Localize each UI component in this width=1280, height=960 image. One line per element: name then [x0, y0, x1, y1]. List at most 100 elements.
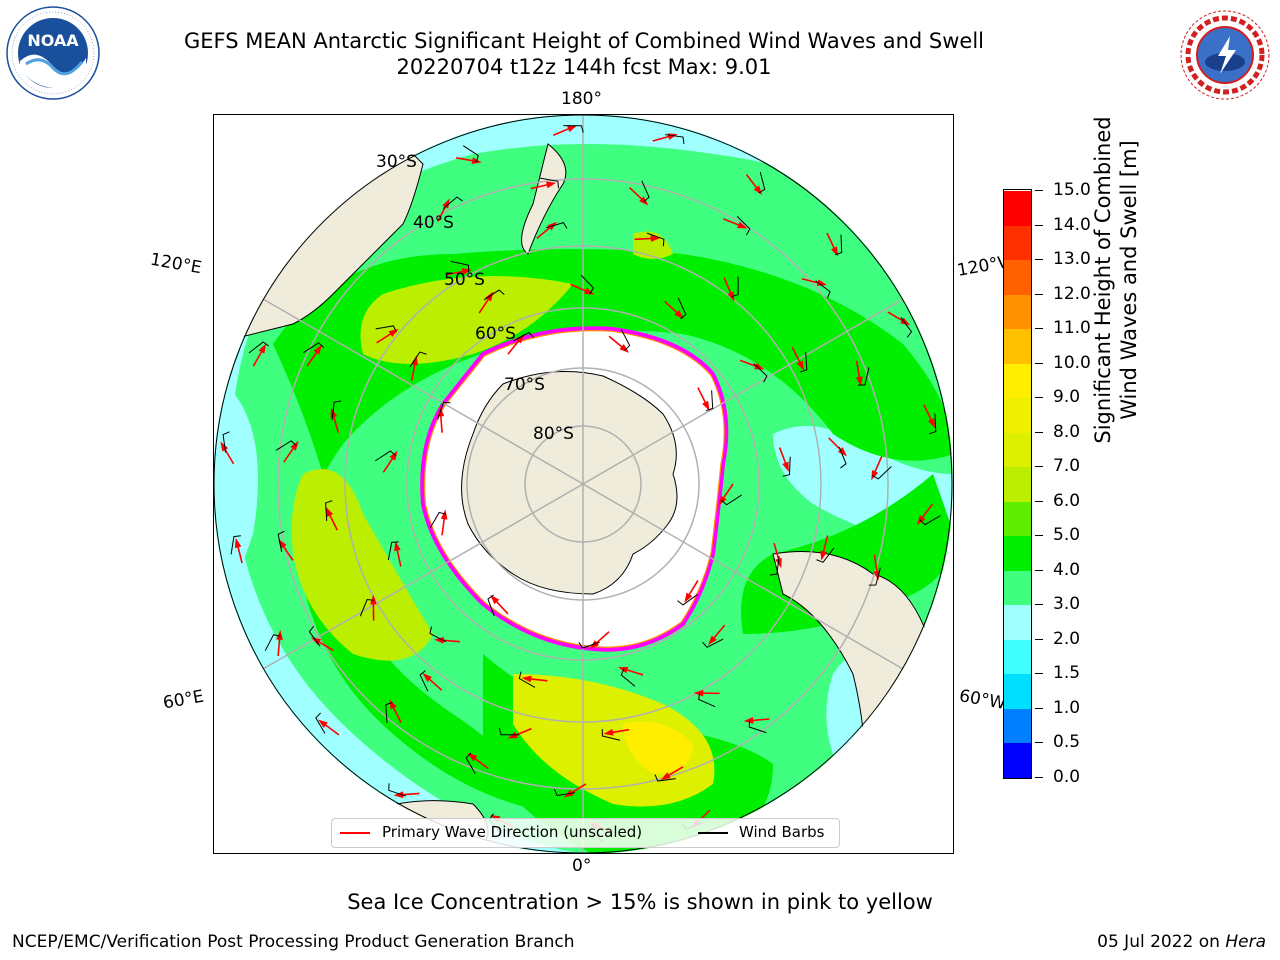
wind-barb	[872, 466, 892, 480]
wind-barb	[654, 774, 676, 782]
colorbar-tick-label: 11.0	[1053, 318, 1091, 339]
wind-barb	[315, 712, 326, 734]
wave-direction-arrowhead	[702, 400, 710, 411]
wind-barb	[264, 634, 281, 651]
wind-barb	[429, 511, 447, 529]
nws-logo	[1179, 9, 1271, 101]
colorbar-tick	[1035, 500, 1043, 502]
wave-direction-arrowhead	[467, 752, 478, 762]
wind-barb	[437, 401, 451, 420]
wave-direction-legend-line	[340, 832, 370, 834]
wind-barb	[748, 719, 767, 734]
wind-barb	[553, 788, 576, 796]
footer-date-text: 05 Jul 2022 on	[1097, 932, 1226, 952]
colorbar-segment	[1004, 397, 1031, 433]
wind-barb	[620, 329, 631, 351]
wind-barb	[277, 530, 285, 553]
wind-barb	[359, 598, 375, 617]
colorbar-segment	[1004, 570, 1031, 606]
colorbar-segment	[1004, 363, 1031, 399]
wind-barb	[331, 400, 342, 421]
wave-direction-arrowhead	[693, 689, 704, 697]
colorbar-tick-label: 8.0	[1053, 421, 1081, 442]
polar-map	[213, 114, 953, 854]
wind-barb	[838, 446, 847, 469]
wave-direction-arrowhead	[796, 360, 805, 371]
wave-direction-arrowhead	[389, 450, 398, 461]
wind-barb	[518, 671, 536, 688]
lon-label-60w: 60°W	[957, 686, 1008, 714]
colorbar-segment	[1004, 294, 1031, 330]
wave-direction-arrowhead	[708, 635, 717, 646]
colorbar-tick-label: 12.0	[1053, 283, 1091, 304]
wind-barb	[815, 280, 831, 299]
wind-barb	[601, 729, 621, 741]
lat-label-70s: 70°S	[504, 375, 545, 395]
wind-barb	[677, 594, 698, 606]
wave-direction-arrowhead	[782, 461, 789, 472]
wind-barb	[303, 342, 325, 353]
colorbar-segment	[1004, 225, 1031, 261]
wave-direction-arrowhead	[440, 509, 448, 520]
colorbar-segment	[1004, 328, 1031, 364]
wind-barb	[641, 180, 650, 203]
moderate-wave-region	[273, 249, 953, 814]
lon-label-60e: 60°E	[161, 686, 206, 714]
wind-barb	[498, 727, 520, 736]
wave-direction-arrowhead	[727, 291, 735, 302]
colorbar	[1003, 189, 1032, 779]
footer-date: 05 Jul 2022 on Hera	[1097, 932, 1266, 952]
colorbar-segment	[1004, 259, 1031, 295]
colorbar-title-line1: Significant Height of Combined	[1091, 116, 1115, 444]
high-wave-region-north	[360, 276, 573, 364]
colorbar-segment	[1004, 708, 1031, 744]
wind-barb	[769, 556, 780, 576]
wind-barb	[545, 222, 568, 229]
colorbar-segment	[1004, 190, 1031, 226]
wave-direction-arrowhead	[434, 637, 444, 644]
wave-direction-arrowhead	[442, 198, 450, 209]
colorbar-segment	[1004, 535, 1031, 571]
colorbar-tick-label: 7.0	[1053, 456, 1081, 477]
wind-barb	[800, 351, 808, 373]
wave-direction-arrowhead	[330, 407, 337, 418]
wave-direction-arrowhead	[490, 594, 500, 605]
footer-credit: NCEP/EMC/Verification Post Processing Pr…	[12, 932, 575, 952]
wind-barb	[275, 440, 297, 451]
colorbar-segment	[1004, 501, 1031, 537]
wave-direction-arrowhead	[313, 344, 322, 355]
wind-barb	[731, 276, 739, 298]
colorbar-segment	[1004, 466, 1031, 502]
wind-barb	[705, 390, 714, 412]
wave-direction-arrowhead	[290, 440, 299, 451]
wave-direction-arrowhead	[871, 469, 879, 481]
colorbar-tick-label: 2.0	[1053, 628, 1081, 649]
map-panel	[213, 114, 954, 854]
colorbar-segment	[1004, 432, 1031, 468]
wind-barb	[375, 450, 396, 462]
wind-barb	[620, 668, 636, 687]
antarctica-landmass	[461, 371, 678, 595]
wind-barbs-legend-line	[698, 832, 728, 834]
wind-barb	[483, 289, 505, 301]
wind-barb	[388, 783, 406, 797]
wind-barb	[834, 234, 843, 256]
wind-barb	[387, 541, 399, 561]
wind-barb	[698, 692, 716, 708]
lat-label-30s: 30°S	[376, 152, 417, 172]
colorbar-tick-label: 14.0	[1053, 214, 1091, 235]
colorbar-tick-label: 0.5	[1053, 732, 1081, 753]
wave-direction-arrowhead	[816, 279, 828, 286]
colorbar-tick	[1035, 535, 1043, 537]
wind-barb	[900, 317, 913, 338]
wind-barb	[665, 134, 685, 145]
colorbar-tick-label: 15.0	[1053, 180, 1091, 200]
wind-barb	[580, 274, 595, 295]
wave-direction-arrowhead	[545, 181, 557, 189]
colorbar-title: Significant Height of Combined Wind Wave…	[1090, 80, 1142, 480]
colorbar-tick-label: 1.5	[1053, 663, 1081, 684]
africa-landmass	[213, 753, 296, 854]
colorbar-tick-label: 13.0	[1053, 249, 1091, 270]
wave-direction-arrowhead	[916, 515, 926, 526]
wave-direction-arrowhead	[393, 791, 404, 799]
